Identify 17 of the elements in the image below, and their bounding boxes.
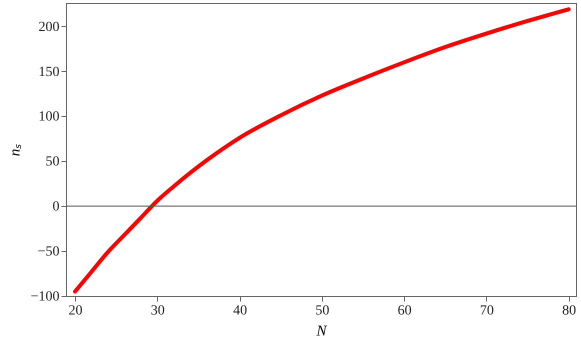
y-tick-label: −100 <box>30 290 60 304</box>
y-tick-label: −50 <box>38 244 60 260</box>
x-tick-label: 60 <box>398 304 412 318</box>
y-tick-label: 100 <box>38 110 60 125</box>
y-axis-title: nₛ <box>8 144 24 156</box>
y-tick-label: 200 <box>38 20 60 35</box>
x-tick-label: 40 <box>233 304 248 318</box>
x-tick-label: 30 <box>150 304 165 318</box>
x-tick-label: 20 <box>68 304 83 318</box>
x-tick-label: 80 <box>562 304 576 318</box>
y-tick-label: 150 <box>38 64 60 80</box>
y-tick-label: 50 <box>46 154 60 170</box>
line-series <box>73 7 571 294</box>
x-tick-label: 70 <box>480 304 494 318</box>
x-axis-title: N <box>315 324 328 340</box>
y-tick-label: 0 <box>52 200 60 215</box>
x-tick-label: 50 <box>315 304 330 318</box>
